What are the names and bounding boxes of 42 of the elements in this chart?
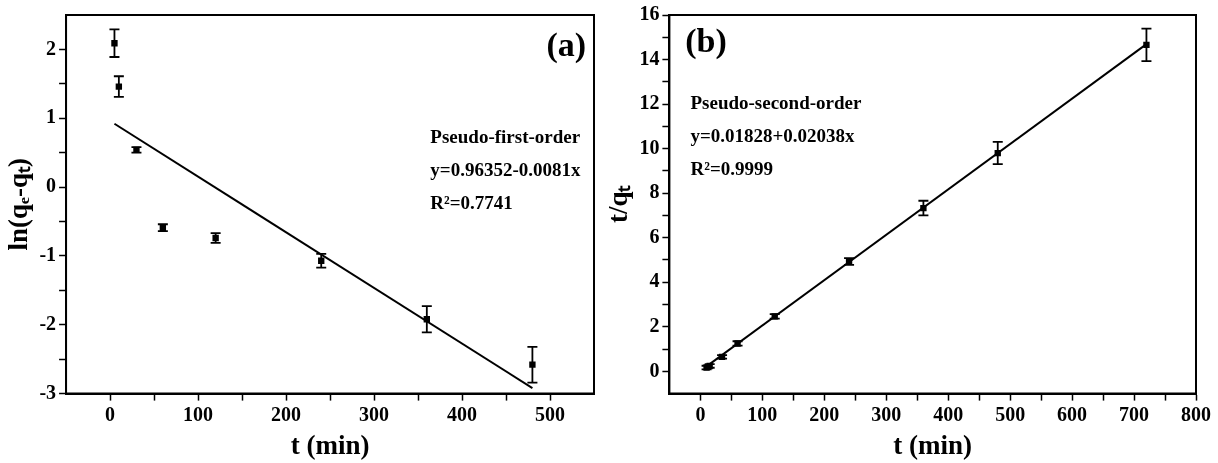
x-tick-label: 200 xyxy=(271,402,302,425)
y-tick-label: 2 xyxy=(46,36,57,59)
y-tick-label: 4 xyxy=(649,269,660,292)
y-tick-label: 6 xyxy=(649,224,660,247)
x-axis-title: t (min) xyxy=(290,429,370,460)
x-tick-label: 0 xyxy=(105,402,116,425)
x-tick-label: 800 xyxy=(1181,402,1211,425)
x-tick-label: 600 xyxy=(1057,402,1088,425)
annotation: (a) xyxy=(546,25,587,64)
x-tick-label: 500 xyxy=(535,402,566,425)
annotation: R²=0.9999 xyxy=(690,157,773,179)
y-tick-label: 10 xyxy=(639,135,660,158)
annotation: Pseudo-first-order xyxy=(430,125,581,147)
y-tick-label: -2 xyxy=(39,311,57,334)
y-tick-label: 8 xyxy=(649,180,660,203)
x-tick-label: 300 xyxy=(359,402,390,425)
y-tick-label: -1 xyxy=(39,243,57,266)
y-tick-label: 1 xyxy=(46,105,57,128)
x-tick-label: 500 xyxy=(995,402,1026,425)
x-tick-label: 0 xyxy=(695,402,706,425)
y-tick-label: 0 xyxy=(46,174,57,197)
x-tick-label: 700 xyxy=(1119,402,1150,425)
x-tick-label: 100 xyxy=(747,402,778,425)
annotation: y=0.01828+0.02038x xyxy=(690,124,856,146)
y-tick-label: 12 xyxy=(639,91,660,114)
y-axis-title: t/qₜ xyxy=(603,184,634,224)
annotation: R²=0.7741 xyxy=(430,191,513,213)
y-axis-title: ln(qₑ-qₜ) xyxy=(3,158,34,251)
y-tick-label: 0 xyxy=(649,358,660,381)
x-tick-label: 100 xyxy=(183,402,214,425)
annotation: (b) xyxy=(685,22,727,61)
x-tick-label: 300 xyxy=(871,402,902,425)
y-tick-label: -3 xyxy=(39,380,57,403)
x-tick-label: 400 xyxy=(933,402,964,425)
y-tick-label: 14 xyxy=(639,46,660,69)
x-tick-label: 400 xyxy=(447,402,478,425)
x-tick-label: 200 xyxy=(809,402,840,425)
annotation: y=0.96352-0.0081x xyxy=(430,158,581,180)
annotation: Pseudo-second-order xyxy=(690,91,863,113)
y-tick-label: 16 xyxy=(639,2,660,25)
x-axis-title: t (min) xyxy=(893,429,973,460)
y-tick-label: 2 xyxy=(649,313,660,336)
